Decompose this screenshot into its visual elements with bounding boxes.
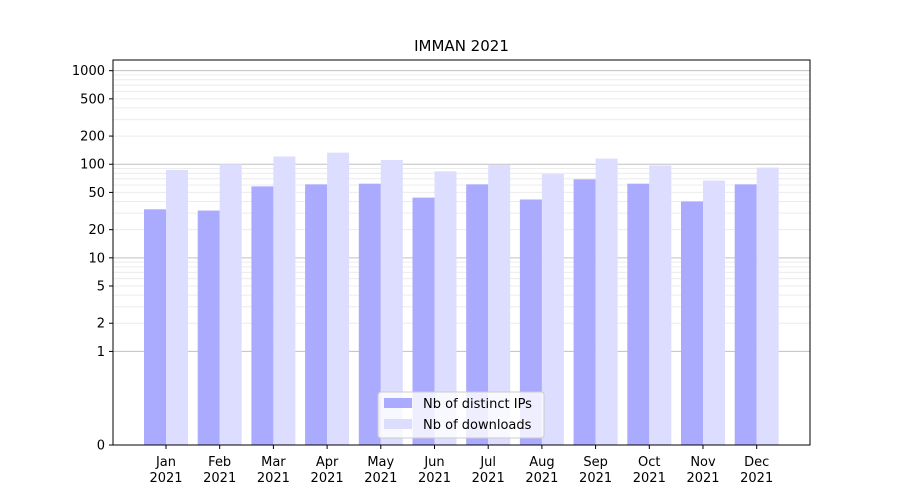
- x-tick-label-month: Mar: [261, 455, 286, 470]
- bar-ips: [412, 197, 435, 445]
- y-tick-label: 500: [80, 92, 105, 107]
- bar-ips: [627, 183, 650, 445]
- bar-downloads: [273, 156, 296, 446]
- bar-ips: [144, 209, 166, 445]
- plot-frame: [112, 59, 811, 446]
- x-tick-label-month: Jun: [423, 455, 444, 470]
- x-tick-label-year: 2021: [686, 471, 719, 486]
- legend-swatch: [384, 398, 412, 408]
- x-tick-label-year: 2021: [472, 471, 505, 486]
- x-tick-label-month: Aug: [529, 455, 554, 470]
- bar-downloads: [380, 160, 403, 445]
- x-tick-label-year: 2021: [364, 471, 397, 486]
- bar-downloads: [703, 180, 725, 446]
- y-tick-label: 200: [80, 130, 105, 145]
- x-tick-label-year: 2021: [203, 471, 236, 486]
- bars: [144, 152, 779, 446]
- y-tick-label: 0: [97, 439, 105, 454]
- y-tick-label: 50: [88, 186, 105, 201]
- x-tick-label-year: 2021: [149, 471, 182, 486]
- bar-ips: [197, 210, 220, 445]
- x-tick-label-month: Sep: [583, 455, 608, 470]
- bar-ips: [358, 183, 381, 445]
- bar-downloads: [434, 171, 457, 445]
- x-tick-label-month: Oct: [638, 455, 660, 470]
- x-tick-label-year: 2021: [257, 471, 290, 486]
- y-tick-label: 1000: [72, 64, 105, 79]
- x-tick-label-month: Apr: [316, 455, 339, 470]
- legend-label: Nb of distinct IPs: [423, 397, 532, 412]
- x-tick-label-year: 2021: [525, 471, 558, 486]
- bar-downloads: [541, 173, 564, 446]
- y-axis: 0 1 2 5 10 20 50 100 200 500 1000: [72, 64, 113, 454]
- x-tick-label-month: Feb: [208, 455, 231, 470]
- legend-label: Nb of downloads: [423, 418, 532, 433]
- x-tick-label-year: 2021: [633, 471, 666, 486]
- bar-ips: [305, 184, 328, 445]
- y-tick-label: 1: [97, 345, 105, 360]
- chart-title: IMMAN 2021: [414, 37, 509, 55]
- y-tick-label: 2: [97, 317, 105, 332]
- bar-downloads: [756, 167, 779, 445]
- x-tick-label-month: Nov: [690, 455, 716, 470]
- bar-downloads: [219, 164, 242, 445]
- y-tick-label: 5: [97, 280, 105, 295]
- bar-ips: [681, 201, 703, 445]
- bar-ips: [466, 184, 489, 445]
- x-tick-label-year: 2021: [740, 471, 773, 486]
- bar-ips: [251, 186, 274, 445]
- x-tick-label-year: 2021: [579, 471, 612, 486]
- bar-ips: [573, 179, 596, 445]
- x-tick-label-year: 2021: [418, 471, 451, 486]
- bar-downloads: [595, 158, 618, 445]
- y-tick-label: 20: [88, 223, 105, 238]
- bar-downloads: [649, 165, 672, 446]
- bar-downloads: [327, 152, 350, 445]
- y-tick-label: 10: [88, 251, 105, 266]
- bar-downloads: [166, 169, 188, 445]
- x-tick-label-month: Jan: [155, 455, 176, 470]
- x-tick-label-month: May: [367, 455, 394, 470]
- bar-ips: [519, 199, 542, 445]
- legend-box: [377, 391, 545, 439]
- bar-downloads: [488, 165, 511, 445]
- bar-ips: [734, 184, 757, 445]
- x-tick-label-year: 2021: [311, 471, 344, 486]
- x-axis: Jan2021Feb2021Mar2021Apr2021May2021Jun20…: [149, 445, 773, 486]
- legend-swatch: [384, 419, 412, 429]
- y-tick-label: 100: [80, 158, 105, 173]
- x-tick-label-month: Jul: [479, 455, 496, 470]
- legend: Nb of distinct IPs Nb of downloads: [377, 391, 545, 439]
- x-tick-label-month: Dec: [744, 455, 769, 470]
